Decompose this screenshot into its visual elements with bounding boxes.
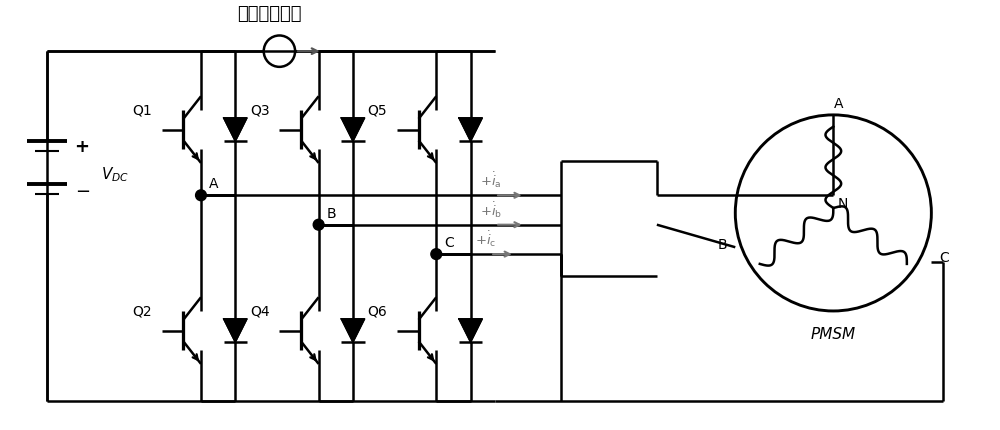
Polygon shape	[341, 319, 365, 343]
Text: +: +	[75, 138, 90, 156]
Text: B: B	[718, 238, 727, 252]
Text: $+\dot{i}_{\rm b}$: $+\dot{i}_{\rm b}$	[480, 200, 503, 219]
Text: N: N	[838, 197, 848, 211]
Text: Q4: Q4	[250, 304, 270, 318]
Circle shape	[196, 190, 206, 201]
Circle shape	[313, 220, 324, 230]
Polygon shape	[459, 119, 482, 142]
Polygon shape	[224, 319, 247, 343]
Text: $-$: $-$	[75, 181, 90, 199]
Text: Q5: Q5	[368, 104, 387, 118]
Text: Q3: Q3	[250, 104, 270, 118]
Text: B: B	[326, 206, 336, 220]
Text: A: A	[833, 97, 843, 111]
Polygon shape	[224, 119, 247, 142]
Text: Q1: Q1	[132, 104, 152, 118]
Text: Q6: Q6	[368, 304, 387, 318]
Polygon shape	[341, 119, 365, 142]
Text: C: C	[444, 236, 454, 250]
Circle shape	[431, 249, 442, 260]
Text: A: A	[209, 177, 218, 191]
Text: $V_{DC}$: $V_{DC}$	[101, 165, 129, 184]
Text: 单电流传感器: 单电流传感器	[237, 5, 302, 23]
Polygon shape	[459, 319, 482, 343]
Text: $+\dot{i}_{\rm c}$: $+\dot{i}_{\rm c}$	[475, 229, 496, 249]
Text: Q2: Q2	[132, 304, 152, 318]
Text: C: C	[939, 250, 949, 264]
Text: PMSM: PMSM	[811, 326, 856, 341]
Text: $+\dot{i}_{\rm a}$: $+\dot{i}_{\rm a}$	[480, 170, 502, 190]
